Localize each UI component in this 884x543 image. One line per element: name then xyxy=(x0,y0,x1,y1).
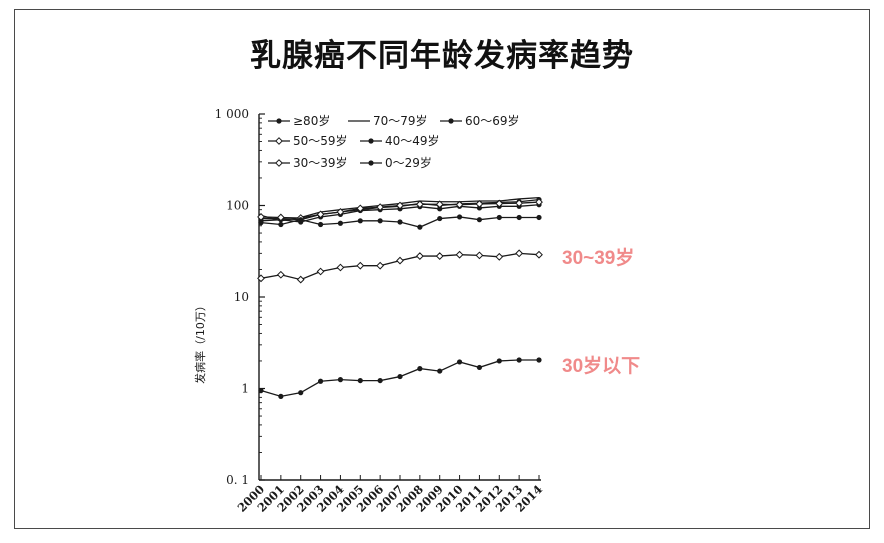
series-6-point xyxy=(516,357,522,363)
series-5-point xyxy=(316,267,325,276)
slide-title: 乳腺癌不同年龄发病率趋势 xyxy=(250,38,634,74)
series-4-point xyxy=(278,221,284,228)
y-axis-label: 发病率（/10万） xyxy=(193,300,207,384)
series-0-point xyxy=(476,205,483,211)
series-3-point xyxy=(356,204,365,213)
series-3-point xyxy=(535,198,543,206)
series-6-point xyxy=(278,393,284,399)
legend-label: 60～69岁 xyxy=(465,113,520,128)
legend-marker xyxy=(368,138,374,144)
series-5-point xyxy=(535,250,543,259)
series-5-point xyxy=(356,261,365,270)
series-6-point xyxy=(476,364,483,371)
legend-label: ≥80岁 xyxy=(293,113,330,128)
series-6-point xyxy=(496,358,502,364)
y-tick-label: 10 xyxy=(234,290,249,304)
series-4-point xyxy=(456,214,463,220)
series-5-point xyxy=(415,252,424,260)
series-3-point xyxy=(376,203,385,212)
series-6-point xyxy=(536,357,542,363)
slide-frame xyxy=(14,9,870,529)
series-5-point xyxy=(515,249,524,258)
legend-marker xyxy=(368,160,374,166)
series-6-point xyxy=(397,373,403,380)
annotation-under-30: 30岁以下 xyxy=(562,356,641,377)
series-3-point xyxy=(495,199,504,208)
annotation-30-39: 30~39岁 xyxy=(562,248,635,269)
series-5-point xyxy=(257,274,265,283)
series-6-point xyxy=(357,377,363,384)
series-6-point xyxy=(337,377,344,383)
series-5-point xyxy=(435,252,444,260)
legend-label: 50～59岁 xyxy=(293,133,348,148)
series-4-point xyxy=(298,217,304,223)
series-3-point xyxy=(455,200,464,209)
series-4-point xyxy=(397,219,403,225)
series-4-point xyxy=(536,214,542,221)
series-5-point xyxy=(396,256,404,265)
series-6-point xyxy=(456,359,463,365)
series-5-point xyxy=(475,251,484,260)
y-tick-label: 1 000 xyxy=(215,107,249,121)
series-4-point xyxy=(337,220,344,226)
series-3-point xyxy=(276,213,285,222)
legend-marker xyxy=(275,137,283,145)
series-3-point xyxy=(415,200,424,209)
series-4-point xyxy=(317,221,324,228)
y-tick-label: 0. 1 xyxy=(226,473,249,487)
series-6-point xyxy=(377,377,383,384)
legend-label: 0～29岁 xyxy=(385,155,432,170)
series-6-point xyxy=(258,387,264,394)
legend-label: 70～79岁 xyxy=(373,113,428,128)
series-3-point xyxy=(515,199,524,208)
series-6-point xyxy=(417,366,423,372)
series-5-point xyxy=(296,275,305,284)
legend-marker xyxy=(276,118,282,124)
series-4-point xyxy=(417,224,423,230)
legend-label: 30～39岁 xyxy=(293,155,348,170)
series-4-point xyxy=(476,217,483,223)
series-3-point xyxy=(435,200,444,209)
y-tick-label: 100 xyxy=(226,199,249,213)
legend-marker xyxy=(275,159,283,167)
y-tick-label: 1 xyxy=(241,382,249,396)
series-5-point xyxy=(376,261,385,270)
series-6-point xyxy=(317,378,324,384)
series-3-point xyxy=(475,200,484,208)
series-5-point xyxy=(336,263,345,272)
series-4-point xyxy=(516,214,522,221)
series-5-point xyxy=(276,270,285,279)
series-4-point xyxy=(357,218,363,224)
legend-marker xyxy=(448,118,454,124)
series-3-point xyxy=(396,201,404,210)
series-4-point xyxy=(377,218,383,224)
series-3-point xyxy=(336,208,345,216)
series-5-point xyxy=(495,252,504,261)
series-5-point xyxy=(455,250,464,259)
series-4-point xyxy=(258,220,264,226)
series-6-point xyxy=(298,390,304,396)
legend-label: 40～49岁 xyxy=(385,133,440,148)
series-4-point xyxy=(496,214,502,221)
series-4-point xyxy=(437,215,443,222)
series-3-point xyxy=(316,210,325,219)
series-6-point xyxy=(437,368,443,374)
series-3-point xyxy=(257,213,265,221)
